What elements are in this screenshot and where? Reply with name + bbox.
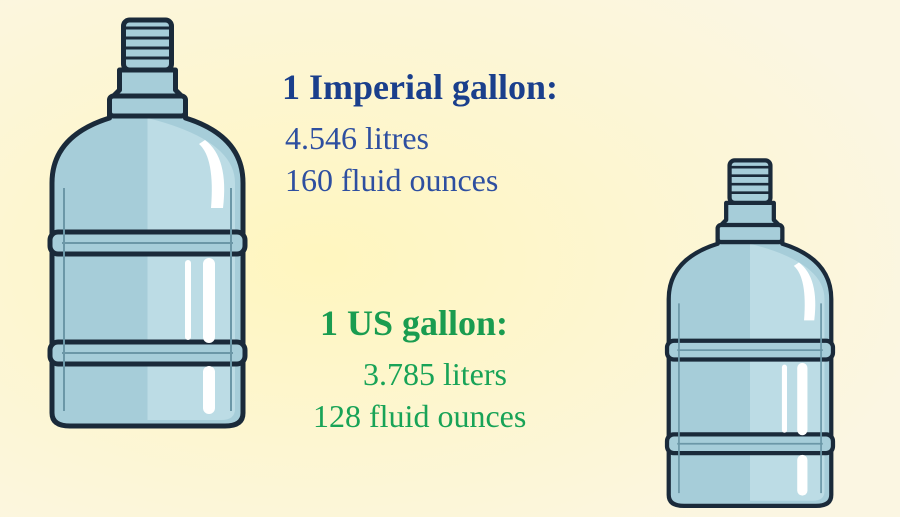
imperial-floz-value: 160 fluid ounces (285, 162, 498, 199)
imperial-gallon-bottle-icon (30, 8, 265, 433)
us-liters-value: 3.785 liters (363, 356, 507, 393)
imperial-gallon-title: 1 Imperial gallon: (282, 66, 558, 108)
imperial-litres-value: 4.546 litres (285, 120, 429, 157)
us-floz-value: 128 fluid ounces (313, 398, 526, 435)
us-gallon-title: 1 US gallon: (320, 302, 508, 344)
us-gallon-bottle-icon (650, 150, 850, 512)
